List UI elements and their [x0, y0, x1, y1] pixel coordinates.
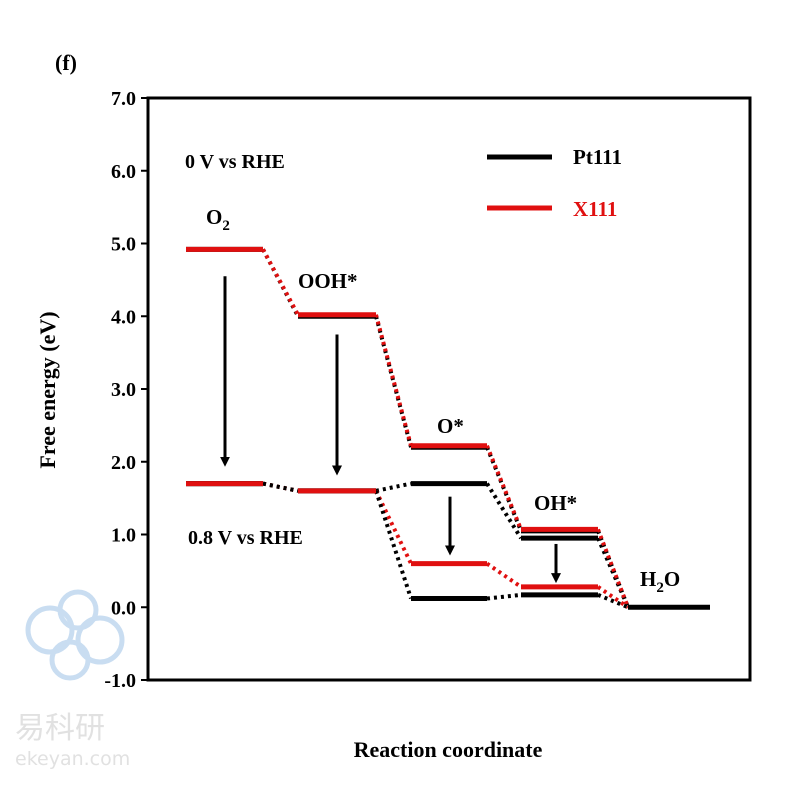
connector-pt111	[262, 481, 299, 493]
y-tick-label: 7.0	[111, 88, 136, 110]
x-axis-label: Reaction coordinate	[354, 737, 543, 762]
legend-label-x111: X111	[573, 197, 617, 221]
y-tick-label: 4.0	[111, 306, 136, 328]
connector-x111	[596, 528, 630, 608]
connectors	[261, 248, 630, 610]
y-tick-label: 2.0	[111, 452, 136, 474]
panel-label: (f)	[55, 50, 77, 75]
legend-label-pt111: Pt111	[573, 145, 622, 169]
y-tick-label: 3.0	[111, 379, 136, 401]
potential-label-top: 0 V vs RHE	[185, 151, 285, 173]
energy-levels	[186, 246, 710, 610]
labels: 0 V vs RHE 0.8 V vs RHE O2 OOH* O* OH* H…	[35, 151, 680, 762]
connector-x111	[261, 248, 300, 316]
watermark-chinese: 易科研	[15, 711, 105, 746]
state-label-h2o: H2O	[640, 567, 680, 596]
connector-x111	[374, 489, 413, 565]
watermark-logo	[25, 589, 125, 681]
connector-x111	[596, 585, 630, 609]
watermark: 易科研 ekeyan.com	[15, 589, 130, 770]
state-label-oh: OH*	[534, 491, 577, 515]
state-label-o2: O2	[206, 205, 230, 234]
connector-pt111	[375, 481, 412, 493]
y-tick-label: -1.0	[104, 670, 136, 692]
state-label-ooh: OOH*	[298, 269, 358, 293]
y-tick-label: 6.0	[111, 161, 136, 183]
connector-pt111	[597, 593, 629, 610]
connector-x111	[485, 444, 523, 531]
potential-label-bottom: 0.8 V vs RHE	[188, 527, 303, 549]
state-label-o: O*	[437, 414, 464, 438]
y-ticks: 7.0 6.0 5.0 4.0 3.0 2.0 1.0 0.0 -1.0	[104, 88, 148, 692]
connector-pt111	[486, 592, 522, 601]
connector-x111	[485, 561, 523, 589]
y-tick-label: 1.0	[111, 525, 136, 547]
y-tick-label: 5.0	[111, 234, 136, 256]
watermark-url: ekeyan.com	[15, 748, 130, 770]
connector-pt111	[374, 490, 413, 600]
connector-x111	[374, 314, 413, 447]
y-axis-label: Free energy (eV)	[35, 311, 60, 468]
arrows	[220, 276, 561, 584]
y-tick-label: 0.0	[111, 597, 136, 619]
legend: Pt111 X111	[487, 145, 622, 221]
